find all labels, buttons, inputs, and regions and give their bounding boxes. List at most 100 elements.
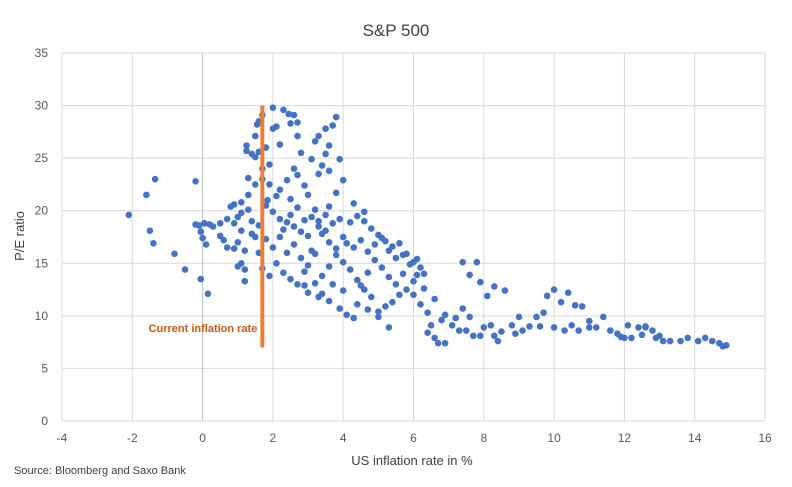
data-point	[290, 165, 298, 172]
data-point	[709, 337, 716, 345]
data-point	[241, 277, 249, 285]
data-point	[201, 220, 208, 227]
data-point	[357, 236, 365, 244]
data-point	[280, 226, 287, 233]
data-point	[501, 287, 509, 294]
data-point	[315, 217, 322, 225]
data-point	[385, 324, 393, 331]
data-point	[245, 174, 252, 182]
data-point	[294, 171, 301, 179]
data-point	[441, 339, 449, 347]
data-point	[245, 206, 252, 213]
data-point	[304, 289, 312, 297]
data-point	[325, 297, 333, 305]
data-points	[125, 104, 730, 350]
data-point	[204, 290, 212, 298]
data-point	[336, 305, 344, 312]
data-point	[350, 200, 358, 207]
data-point	[294, 119, 301, 126]
data-point	[452, 314, 460, 322]
data-point	[311, 206, 319, 213]
data-point	[209, 223, 217, 230]
data-point	[230, 220, 238, 227]
data-point	[624, 322, 632, 329]
data-point	[666, 337, 674, 345]
data-point	[181, 266, 189, 273]
data-point	[586, 324, 593, 331]
data-point	[269, 208, 277, 216]
data-point	[294, 132, 301, 140]
data-point	[575, 327, 582, 334]
data-point	[638, 331, 646, 339]
data-point	[417, 264, 424, 271]
data-point	[424, 329, 431, 337]
data-point	[197, 228, 205, 235]
data-point	[649, 327, 656, 334]
data-point	[290, 111, 298, 119]
data-point	[526, 323, 533, 330]
data-point	[434, 339, 442, 347]
data-point	[273, 192, 280, 200]
data-point	[487, 322, 495, 329]
y-tick-label: 25	[35, 151, 49, 165]
data-point	[223, 215, 231, 223]
data-point	[346, 219, 354, 226]
data-point	[354, 212, 361, 220]
data-point	[568, 322, 575, 329]
y-tick-label: 20	[35, 204, 49, 218]
data-point	[635, 324, 642, 331]
data-point	[462, 327, 470, 334]
y-tick-label: 15	[35, 256, 49, 270]
data-point	[301, 282, 308, 289]
x-tick-label: 12	[618, 431, 632, 445]
data-point	[322, 150, 329, 158]
data-point	[308, 247, 315, 254]
data-point	[533, 313, 540, 321]
data-point	[243, 147, 250, 155]
data-point	[368, 225, 375, 232]
data-point	[287, 195, 294, 203]
chart-title: S&P 500	[363, 21, 430, 40]
data-point	[600, 313, 607, 321]
data-point	[329, 122, 337, 129]
data-point	[234, 263, 242, 270]
gridlines	[61, 52, 766, 422]
y-tick-label: 10	[35, 309, 49, 323]
data-point	[593, 324, 600, 331]
data-point	[216, 232, 224, 240]
data-point	[508, 322, 516, 329]
data-point	[269, 244, 277, 251]
data-point	[498, 328, 505, 335]
data-point	[455, 327, 463, 334]
data-point	[350, 244, 358, 251]
data-point	[332, 113, 340, 121]
data-point	[364, 269, 372, 277]
data-point	[230, 201, 238, 208]
x-axis-label: US inflation rate in %	[351, 453, 473, 468]
data-point	[420, 270, 428, 278]
data-point	[364, 306, 372, 313]
data-point	[399, 270, 407, 278]
data-point	[385, 247, 393, 254]
data-point	[336, 215, 344, 223]
annotation: Current inflation rate	[149, 105, 265, 348]
data-point	[315, 132, 322, 140]
data-point	[543, 292, 551, 300]
x-tick-label: -4	[57, 431, 68, 445]
data-point	[151, 175, 159, 183]
data-point	[311, 138, 319, 145]
data-point	[396, 240, 403, 247]
data-point	[427, 322, 435, 329]
y-axis-label: P/E ratio	[12, 211, 27, 261]
data-point	[241, 266, 249, 273]
data-point	[403, 286, 410, 293]
data-point	[304, 191, 312, 199]
data-point	[308, 155, 315, 163]
data-point	[684, 334, 691, 342]
data-point	[480, 324, 488, 331]
data-point	[350, 314, 358, 322]
current-inflation-label: Current inflation rate	[149, 323, 258, 335]
data-point	[339, 287, 347, 294]
data-point	[318, 290, 326, 298]
